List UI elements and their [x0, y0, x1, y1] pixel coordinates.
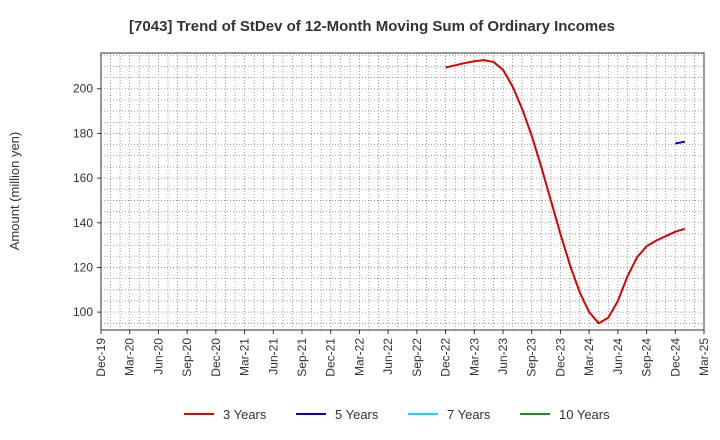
x-tick-label: Mar-25	[697, 338, 711, 376]
x-tick-label: Mar-20	[123, 338, 137, 376]
series-line-3-years	[445, 59, 686, 325]
y-tick-label: 140	[73, 216, 93, 230]
x-tick-label: Sep-24	[640, 338, 654, 377]
legend-label: 7 Years	[447, 407, 491, 422]
x-tick-label: Jun-21	[266, 338, 280, 375]
plot-area	[100, 52, 705, 331]
x-tick-label: Mar-24	[582, 338, 596, 376]
y-tick-label: 120	[73, 260, 93, 274]
y-tick-label: 200	[73, 82, 93, 96]
y-tick-label: 180	[73, 126, 93, 140]
x-tick-label: Mar-21	[238, 338, 252, 376]
x-tick-label: Dec-21	[324, 338, 338, 377]
x-tick-label: Jun-22	[381, 338, 395, 375]
grid	[101, 53, 704, 330]
legend: 3 Years 5 Years 7 Years 10 Years	[184, 407, 610, 422]
y-tick-label: 160	[73, 171, 93, 185]
x-tick-label: Jun-24	[611, 338, 625, 375]
series-line-5-years	[675, 140, 686, 145]
x-tick-label: Dec-22	[439, 338, 453, 377]
x-tick-label: Dec-19	[94, 338, 108, 377]
legend-label: 5 Years	[335, 407, 379, 422]
x-tick-label: Mar-22	[352, 338, 366, 376]
legend-label: 3 Years	[223, 407, 267, 422]
x-tick-label: Sep-22	[410, 338, 424, 377]
x-tick-label: Sep-23	[525, 338, 539, 377]
x-tick-label: Dec-20	[209, 338, 223, 377]
x-axis-ticks: Dec-19 Mar-20 Jun-20 Sep-20 Dec-20 Mar-21 Jun-…	[94, 330, 711, 377]
x-tick-label: Sep-20	[180, 338, 194, 377]
x-tick-label: Sep-21	[295, 338, 309, 377]
x-tick-label: Dec-23	[553, 338, 567, 377]
y-axis-ticks: 100 120 140 160 180 200	[73, 82, 101, 319]
x-tick-label: Jun-20	[151, 338, 165, 375]
series-lines	[445, 59, 686, 325]
x-tick-label: Dec-24	[668, 338, 682, 377]
y-axis-label: Amount (million yen)	[7, 132, 22, 251]
y-tick-label: 100	[73, 305, 93, 319]
x-tick-label: Mar-23	[467, 338, 481, 376]
legend-label: 10 Years	[559, 407, 610, 422]
chart-title: [7043] Trend of StDev of 12-Month Moving…	[129, 18, 615, 35]
x-tick-label: Jun-23	[496, 338, 510, 375]
